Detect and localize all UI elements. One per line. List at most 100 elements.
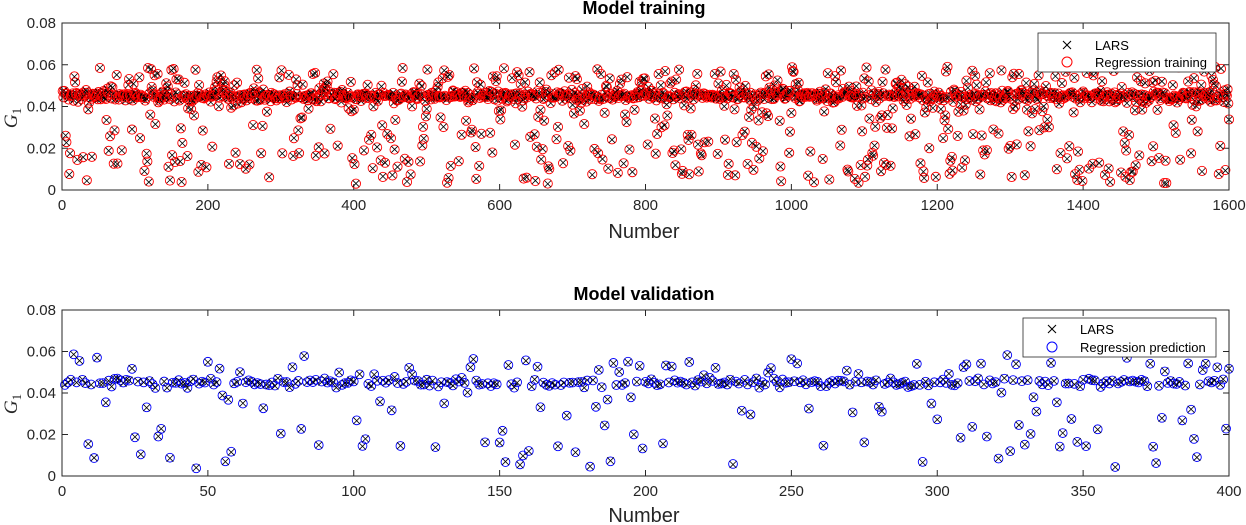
lars-point	[299, 80, 307, 88]
regression-point	[859, 171, 871, 182]
regression-point	[624, 144, 635, 155]
regression-point	[916, 70, 927, 81]
lars-point	[1065, 142, 1073, 150]
regression-point	[521, 172, 532, 183]
regression-point	[639, 73, 650, 84]
regression-point	[380, 157, 391, 168]
lars-point	[983, 147, 991, 155]
lars-point	[411, 377, 419, 385]
regression-point	[74, 356, 85, 366]
lars-point	[259, 404, 267, 412]
lars-point	[1126, 176, 1134, 184]
regression-point	[278, 377, 289, 387]
regression-point	[712, 148, 723, 159]
lars-point	[497, 106, 505, 114]
lars-point	[136, 134, 144, 142]
lars-point	[197, 160, 205, 168]
regression-point	[417, 121, 429, 132]
lars-point	[918, 72, 926, 80]
lars-point	[93, 354, 101, 362]
regression-point	[496, 105, 507, 116]
regression-point	[390, 114, 401, 125]
lars-point	[154, 432, 162, 440]
regression-point	[857, 126, 868, 137]
lars-point	[151, 384, 160, 392]
regression-point	[1124, 130, 1135, 141]
lars-point	[180, 379, 189, 388]
regression-point	[653, 69, 664, 80]
regression-point	[886, 123, 898, 134]
regression-point	[877, 76, 888, 87]
regression-point	[836, 124, 847, 135]
regression-point	[539, 115, 550, 126]
lars-point	[99, 379, 107, 388]
regression-point	[520, 77, 531, 88]
regression-point	[853, 177, 864, 188]
regression-point	[530, 176, 541, 187]
regression-point	[940, 66, 952, 77]
lars-point	[212, 378, 221, 387]
lars-point	[863, 64, 870, 72]
lars-point	[90, 454, 98, 462]
regression-point	[534, 77, 545, 88]
lars-point	[1212, 82, 1220, 90]
lars-point	[175, 76, 183, 84]
regression-point	[168, 64, 179, 75]
lars-point	[661, 67, 669, 75]
lars-point	[1063, 155, 1071, 163]
lars-point	[776, 117, 784, 125]
y-tick-label: 0.02	[27, 427, 56, 444]
lars-point	[533, 143, 541, 151]
lars-point	[253, 378, 262, 387]
lars-point	[221, 78, 229, 86]
lars-point	[588, 171, 596, 179]
regression-point	[803, 170, 814, 181]
regression-point	[961, 75, 972, 86]
regression-point	[739, 126, 750, 137]
regression-point	[686, 129, 697, 141]
lars-point	[378, 121, 386, 129]
regression-point	[480, 437, 490, 448]
lars-point	[954, 132, 962, 140]
regression-point	[677, 165, 688, 177]
lars-point	[590, 145, 598, 153]
lars-point	[1131, 106, 1139, 114]
training-legend-lars-marker	[1062, 40, 1072, 50]
regression-point	[150, 118, 161, 130]
regression-point	[60, 380, 70, 390]
lars-point	[458, 131, 466, 139]
regression-point	[364, 134, 375, 145]
regression-point	[1097, 76, 1108, 87]
lars-point	[88, 153, 96, 161]
regression-point	[288, 150, 299, 161]
regression-point	[1123, 87, 1134, 98]
regression-point	[407, 101, 418, 112]
lars-point	[631, 106, 639, 114]
lars-point	[143, 150, 151, 158]
lars-point	[460, 379, 469, 387]
lars-point	[151, 120, 159, 128]
regression-point	[179, 77, 190, 88]
regression-point	[293, 148, 305, 159]
lars-point	[292, 75, 300, 83]
lars-point	[233, 378, 241, 387]
regression-point	[205, 373, 216, 384]
x-tick-label: 1200	[921, 197, 954, 214]
lars-point	[1135, 151, 1143, 159]
regression-point	[94, 62, 105, 74]
lars-point	[1070, 108, 1078, 116]
lars-point	[315, 143, 323, 151]
regression-point	[1008, 104, 1019, 115]
regression-point	[328, 377, 339, 388]
regression-point	[223, 158, 235, 169]
lars-point	[468, 126, 476, 134]
lars-point	[867, 95, 875, 103]
lars-point	[1158, 77, 1166, 85]
regression-point	[443, 173, 454, 184]
lars-point	[877, 167, 885, 175]
lars-point	[601, 109, 609, 117]
lars-point	[355, 370, 364, 378]
regression-point	[141, 148, 152, 159]
regression-point	[1077, 175, 1088, 187]
lars-point	[531, 177, 539, 185]
